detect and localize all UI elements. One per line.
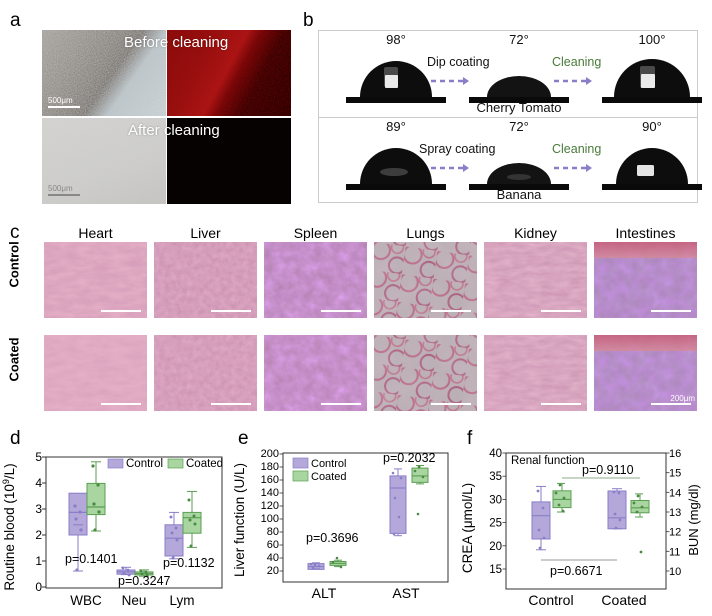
svg-text:15: 15: [489, 564, 502, 576]
svg-text:0: 0: [35, 580, 42, 594]
svg-text:30: 30: [489, 494, 502, 506]
svg-text:14: 14: [669, 487, 681, 499]
svg-text:140: 140: [261, 487, 279, 499]
svg-text:2: 2: [35, 528, 42, 542]
svg-text:15: 15: [669, 468, 681, 480]
svg-text:13: 13: [669, 507, 681, 519]
svg-text:Coated: Coated: [601, 592, 646, 608]
svg-text:160: 160: [261, 474, 279, 486]
svg-text:Coated: Coated: [186, 458, 223, 470]
svg-text:Neu: Neu: [122, 593, 147, 608]
svg-text:12: 12: [669, 527, 681, 539]
svg-text:p=0.3247: p=0.3247: [118, 574, 171, 588]
svg-text:Renal function: Renal function: [511, 455, 585, 467]
svg-text:p=0.2032: p=0.2032: [383, 451, 436, 465]
svg-text:Routine blood (109/L): Routine blood (109/L): [1, 463, 17, 590]
svg-text:35: 35: [489, 471, 502, 483]
svg-text:p=0.3696: p=0.3696: [306, 531, 359, 545]
svg-text:Control: Control: [528, 592, 573, 608]
svg-text:BUN (mg/dl): BUN (mg/dl): [686, 484, 701, 556]
svg-text:16: 16: [669, 448, 681, 460]
svg-text:p=0.1132: p=0.1132: [163, 556, 215, 570]
svg-text:10: 10: [669, 566, 681, 578]
svg-text:CREA (μmol/L): CREA (μmol/L): [460, 483, 475, 573]
svg-text:20: 20: [267, 565, 279, 577]
svg-text:25: 25: [489, 518, 502, 530]
svg-text:ALT: ALT: [312, 585, 337, 601]
svg-text:80: 80: [267, 526, 279, 538]
svg-text:100: 100: [261, 513, 279, 525]
svg-text:Liver function (U/L): Liver function (U/L): [232, 463, 247, 577]
svg-text:p=0.9110: p=0.9110: [582, 463, 634, 477]
svg-text:40: 40: [489, 448, 502, 460]
svg-text:Coated: Coated: [311, 471, 346, 483]
svg-text:1: 1: [35, 554, 42, 568]
svg-text:60: 60: [267, 539, 279, 551]
svg-text:5: 5: [35, 450, 42, 464]
svg-text:40: 40: [267, 552, 279, 564]
svg-text:3: 3: [35, 502, 42, 516]
svg-text:AST: AST: [392, 585, 420, 601]
svg-text:200: 200: [261, 448, 279, 460]
svg-text:120: 120: [261, 500, 279, 512]
svg-text:p=0.6671: p=0.6671: [550, 564, 603, 578]
svg-text:180: 180: [261, 461, 279, 473]
svg-text:Control: Control: [126, 458, 163, 470]
svg-text:WBC: WBC: [70, 593, 102, 608]
svg-text:20: 20: [489, 541, 502, 553]
svg-text:11: 11: [669, 546, 680, 558]
svg-text:p=0.1401: p=0.1401: [65, 552, 118, 566]
svg-text:4: 4: [35, 476, 42, 490]
svg-text:Control: Control: [311, 458, 346, 470]
svg-text:Lym: Lym: [169, 593, 194, 608]
